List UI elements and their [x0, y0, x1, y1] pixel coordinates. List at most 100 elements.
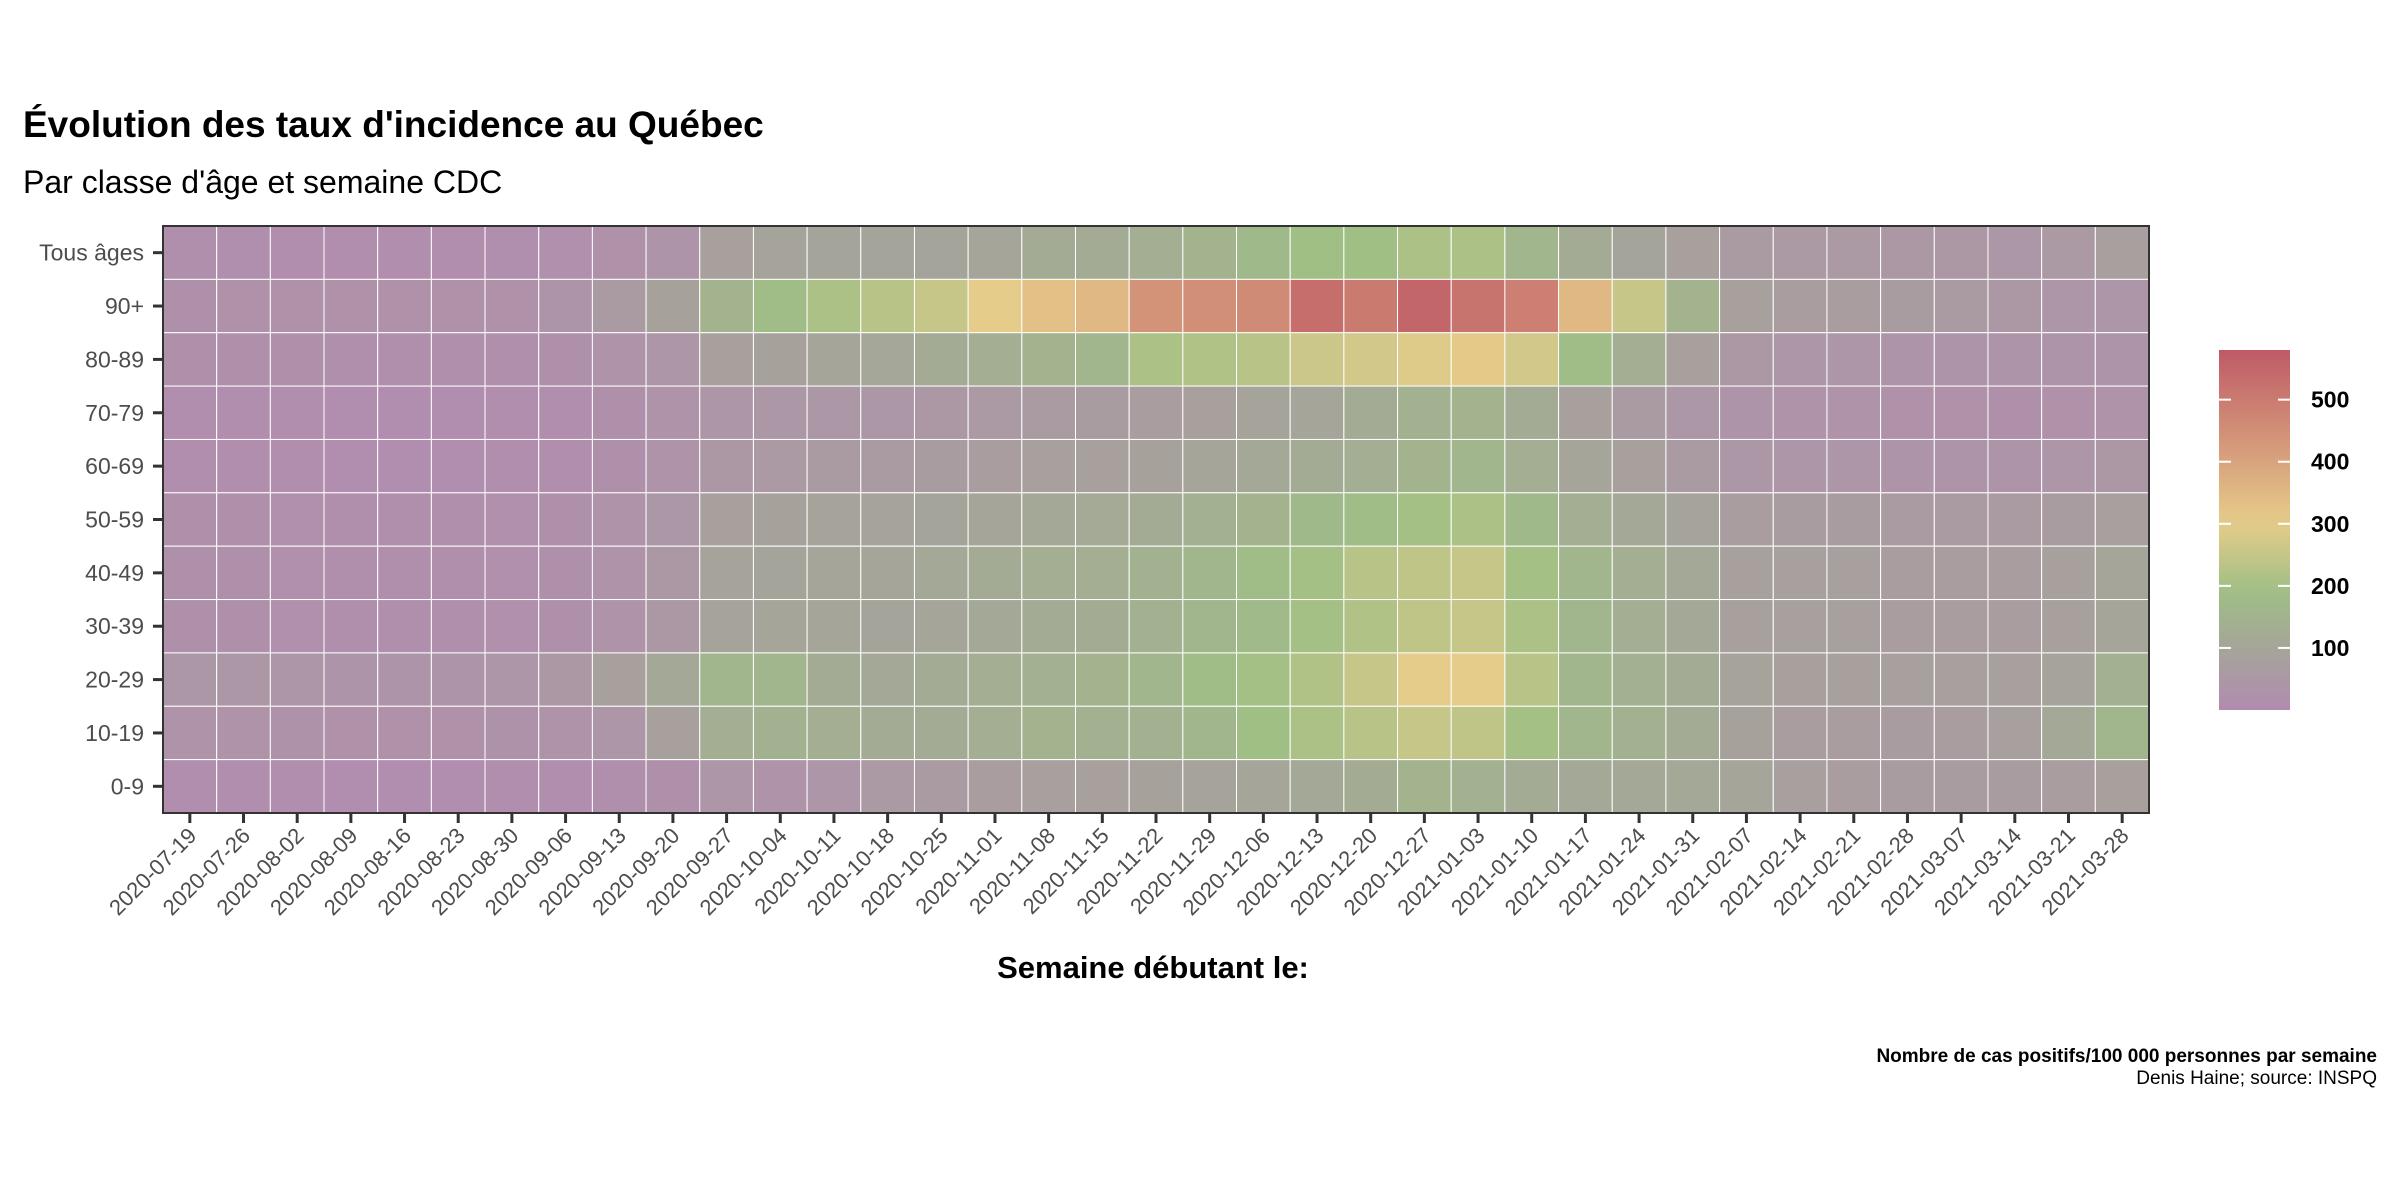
y-tick-label: 50-59	[85, 507, 144, 533]
heatmap-cell	[699, 545, 754, 601]
heatmap-cell	[1933, 278, 1989, 334]
heatmap-cell	[1343, 332, 1399, 387]
heatmap-cell	[1236, 438, 1291, 494]
heatmap-cell	[1880, 385, 1935, 440]
heatmap-cell	[1021, 278, 1076, 334]
heatmap-cell	[645, 438, 701, 494]
heatmap-cell	[430, 385, 486, 440]
heatmap-cell	[1021, 225, 1076, 280]
heatmap-cell	[967, 599, 1023, 654]
heatmap-cell	[430, 759, 486, 814]
heatmap-cell	[591, 278, 647, 334]
heatmap-cell	[1450, 492, 1506, 547]
heatmap-cell	[699, 492, 754, 547]
heatmap-cell	[967, 705, 1023, 761]
heatmap-cell	[1611, 652, 1667, 707]
heatmap-cell	[645, 492, 701, 547]
x-axis-title: Semaine débutant le:	[997, 950, 1309, 985]
heatmap-cell	[1772, 385, 1828, 440]
legend-label: 300	[2311, 511, 2349, 537]
heatmap-cell	[269, 385, 325, 440]
heatmap-cell	[1504, 385, 1560, 440]
heatmap-cell	[2094, 385, 2150, 440]
heatmap-cell	[1397, 599, 1452, 654]
heatmap-cell	[162, 492, 218, 547]
heatmap-cell	[699, 599, 754, 654]
y-tick-label: 80-89	[85, 346, 144, 372]
heatmap-cell	[1450, 225, 1506, 280]
heatmap-cell	[323, 652, 379, 707]
heatmap-cell	[1236, 759, 1291, 814]
heatmap-cell	[1987, 545, 2043, 601]
heatmap-cell	[699, 225, 754, 280]
heatmap-cell	[1665, 545, 1721, 601]
heatmap-cell	[538, 225, 593, 280]
heatmap-cell	[216, 599, 271, 654]
heatmap-cell	[1289, 759, 1345, 814]
heatmap-cell	[1021, 492, 1076, 547]
heatmap-cell	[1665, 759, 1721, 814]
heatmap-cell	[1450, 599, 1506, 654]
heatmap-cell	[1504, 545, 1560, 601]
heatmap-cell	[860, 438, 915, 494]
heatmap-cell	[269, 332, 325, 387]
heatmap-cell	[1289, 652, 1345, 707]
heatmap-cell	[1558, 385, 1613, 440]
heatmap-cell	[1665, 492, 1721, 547]
heatmap-cell	[2094, 759, 2150, 814]
heatmap-cell	[860, 652, 915, 707]
heatmap-cell	[1289, 278, 1345, 334]
heatmap-cell	[1074, 278, 1130, 334]
heatmap-cell	[1289, 332, 1345, 387]
heatmap-cell	[377, 385, 432, 440]
heatmap-cell	[1611, 492, 1667, 547]
heatmap-cell	[752, 599, 808, 654]
heatmap-cell	[430, 225, 486, 280]
heatmap-cell	[1074, 705, 1130, 761]
heatmap-cell	[1504, 492, 1560, 547]
heatmap-cell	[538, 652, 593, 707]
heatmap-cell	[269, 652, 325, 707]
heatmap-cell	[430, 278, 486, 334]
heatmap-cell	[1289, 225, 1345, 280]
heatmap-cell	[2094, 225, 2150, 280]
heatmap-cell	[1504, 599, 1560, 654]
y-tick-label: Tous âges	[39, 240, 144, 266]
heatmap-cell	[699, 652, 754, 707]
heatmap-cell	[1772, 438, 1828, 494]
heatmap-cell	[1558, 759, 1613, 814]
heatmap-cell	[1128, 599, 1184, 654]
heatmap-cell	[645, 278, 701, 334]
heatmap-cell	[913, 705, 969, 761]
heatmap-cell	[806, 492, 862, 547]
heatmap-cell	[162, 278, 218, 334]
heatmap-cell	[1558, 599, 1613, 654]
legend-label: 100	[2311, 635, 2349, 661]
heatmap-cell	[1719, 705, 1774, 761]
heatmap-cell	[1074, 492, 1130, 547]
heatmap-cell	[2041, 705, 2096, 761]
heatmap-cell	[967, 225, 1023, 280]
heatmap-cell	[1021, 652, 1076, 707]
heatmap-cell	[699, 332, 754, 387]
heatmap-cell	[377, 492, 432, 547]
heatmap-cell	[1880, 652, 1935, 707]
heatmap-cell	[752, 332, 808, 387]
heatmap-cell	[1558, 705, 1613, 761]
heatmap-cell	[1826, 759, 1882, 814]
heatmap-cell	[1128, 759, 1184, 814]
heatmap-cell	[1128, 332, 1184, 387]
heatmap-cell	[538, 599, 593, 654]
heatmap-cell	[538, 545, 593, 601]
heatmap-cell	[1236, 385, 1291, 440]
heatmap-cell	[1128, 652, 1184, 707]
heatmap-cell	[1719, 652, 1774, 707]
heatmap-cell	[913, 278, 969, 334]
heatmap-cell	[752, 545, 808, 601]
heatmap-cell	[699, 705, 754, 761]
heatmap-cell	[1826, 278, 1882, 334]
heatmap-cell	[1665, 225, 1721, 280]
heatmap-cell	[1182, 652, 1238, 707]
heatmap-cell	[2094, 599, 2150, 654]
heatmap-cell	[1772, 545, 1828, 601]
